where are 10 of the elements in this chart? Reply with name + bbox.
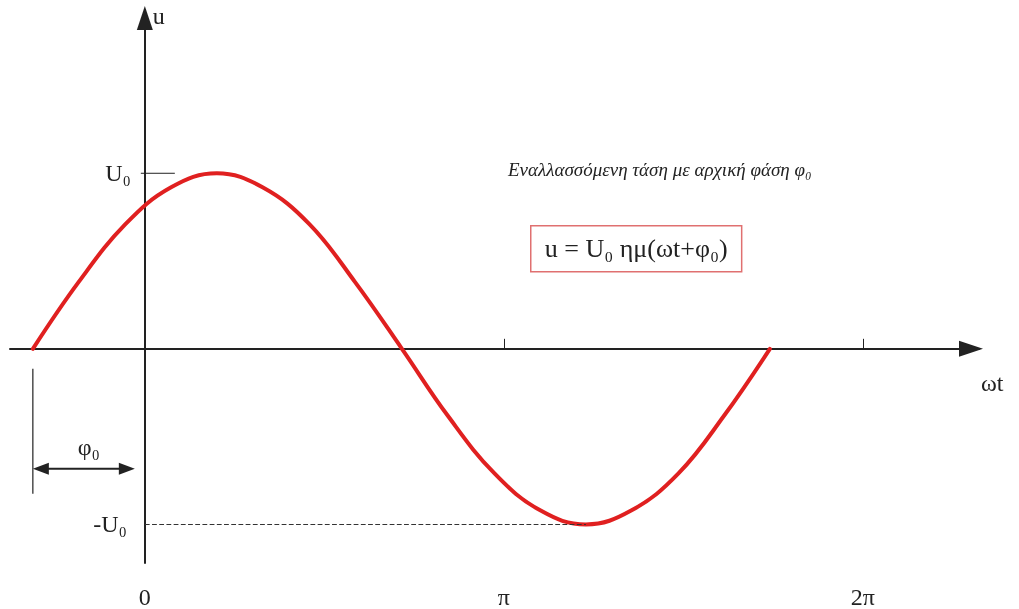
annotation: Εναλλασσόμενη τάση με αρχική φάση φ₀ xyxy=(507,159,812,180)
text: u xyxy=(152,3,165,29)
x-tick-label: 2π xyxy=(850,584,875,609)
annotation: -U₀ xyxy=(93,511,127,538)
x-axis-title: ωt xyxy=(981,369,1004,396)
x-tick-label: 0 xyxy=(138,584,151,609)
x-tick-label: π xyxy=(497,584,510,609)
annotation: φ₀ xyxy=(77,433,100,460)
annotation: U₀ xyxy=(105,160,131,187)
annotation: u = U₀ ημ(ωt+φ₀) xyxy=(544,234,728,264)
